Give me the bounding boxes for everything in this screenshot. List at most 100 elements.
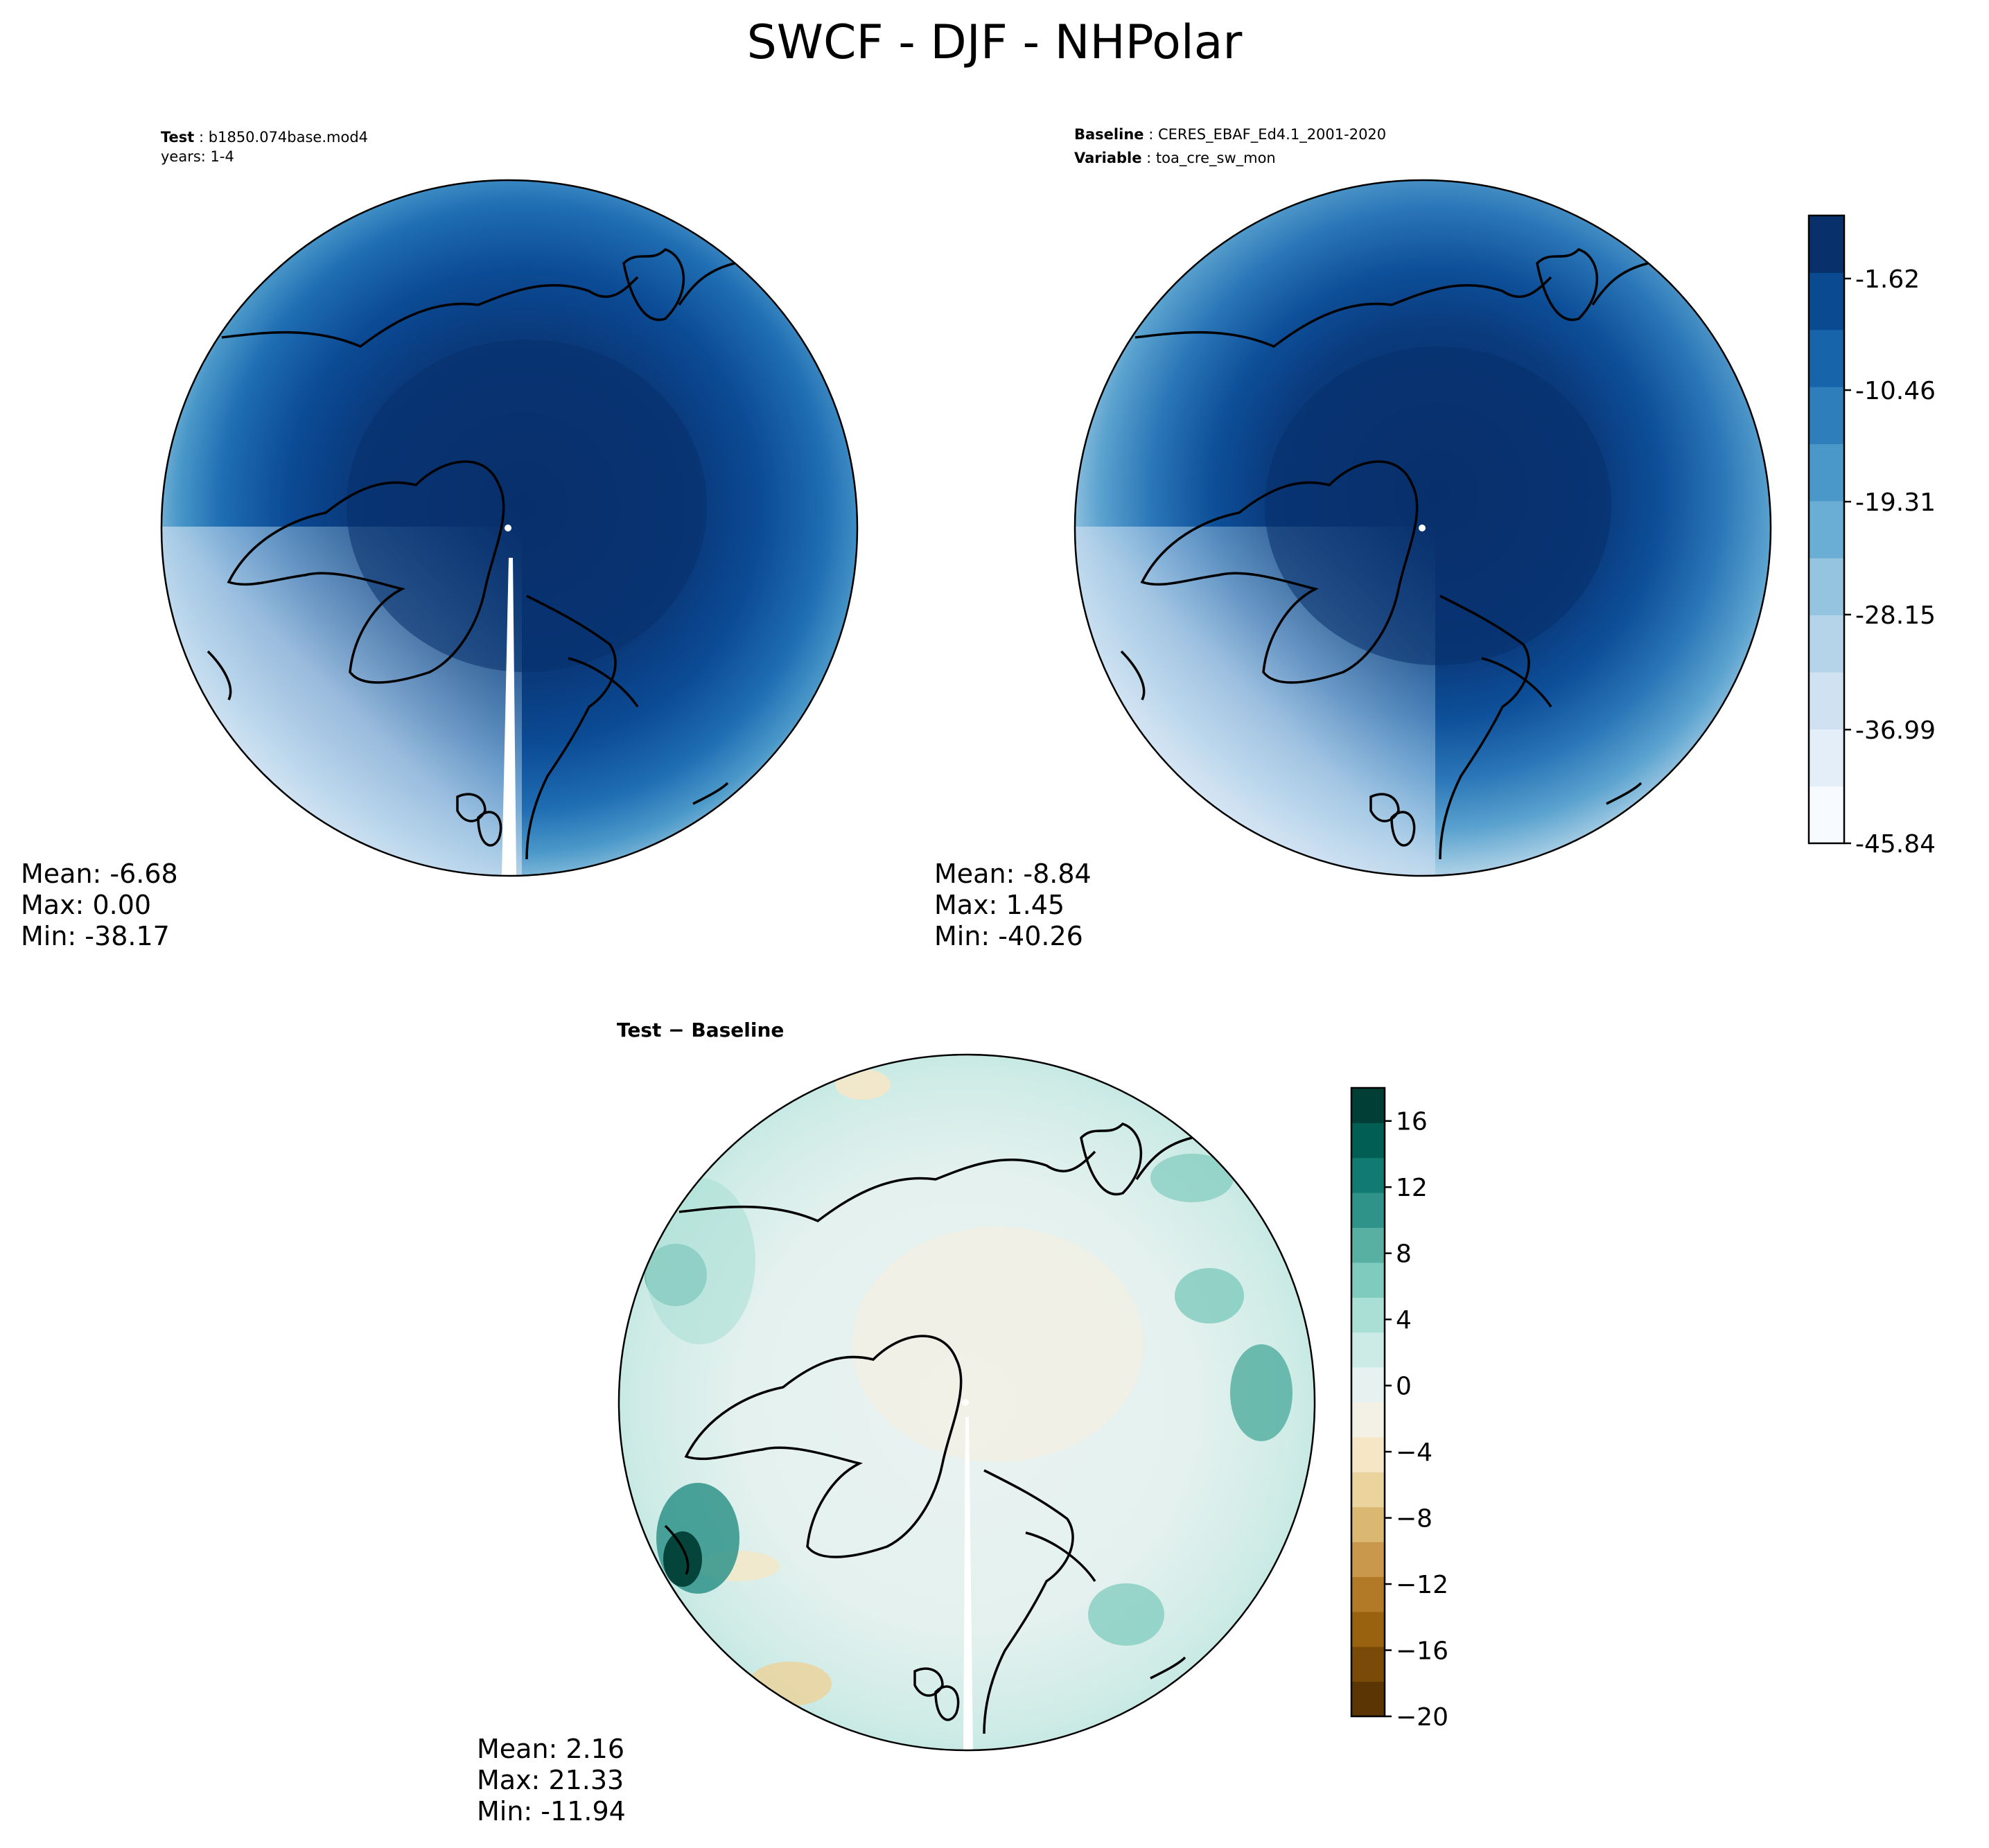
diff-colorbar-segment <box>1351 1367 1385 1402</box>
test-field-core <box>347 340 707 672</box>
main-colorbar-segment <box>1809 387 1844 444</box>
main-colorbar-tick-label: -19.31 <box>1855 489 1936 517</box>
diff-colorbar-segment <box>1351 1332 1385 1368</box>
baseline-header-sep-2: : <box>1141 150 1155 166</box>
main-colorbar-segment <box>1809 786 1844 844</box>
diff-colorbar-tick-label: 0 <box>1396 1373 1412 1401</box>
main-colorbar-tick-label: -28.15 <box>1855 601 1936 630</box>
figure-title: SWCF - DJF - NHPolar <box>747 15 1243 70</box>
test-missing-wedge <box>502 558 516 876</box>
test-panel: Test : b1850.074base.mod4 years: 1-4 <box>21 129 859 951</box>
diff-coastlines <box>664 1122 1193 1734</box>
baseline-header-variable-key: Variable <box>1074 150 1141 166</box>
diff-colorbar-ticks: 16 12 8 4 0 −4 −8 −12 −16 −20 <box>1385 1108 1448 1732</box>
main-colorbar-segment <box>1809 500 1844 558</box>
baseline-coastlines <box>1120 247 1649 860</box>
diff-stat-mean: Mean: 2.16 <box>477 1734 624 1764</box>
main-colorbar-segment <box>1809 671 1844 730</box>
diff-colorbar-segment <box>1351 1646 1385 1682</box>
diff-colorbar-segment <box>1351 1576 1385 1612</box>
main-colorbar: -1.62 -10.46 -19.31 -28.15 -36.99 -45.84 <box>1807 214 1936 859</box>
diff-colorbar-segments <box>1351 1088 1385 1717</box>
diff-colorbar-segment <box>1351 1262 1385 1298</box>
baseline-header-sep: : <box>1144 126 1158 143</box>
diff-colorbar-tick-label: 8 <box>1396 1240 1412 1269</box>
main-colorbar-segment <box>1809 443 1844 502</box>
test-map-boundary <box>160 179 859 877</box>
main-colorbar-segment <box>1809 272 1844 331</box>
main-colorbar-segment <box>1809 729 1844 787</box>
diff-field-patch-positive-3 <box>663 1531 702 1587</box>
test-stats: Mean: -6.68 Max: 0.00 Min: -38.17 <box>21 859 178 951</box>
baseline-header-line-2: Variable : toa_cre_sw_mon <box>1074 150 1276 167</box>
diff-colorbar-tick-label: −8 <box>1396 1505 1432 1533</box>
main-colorbar-ticks: -1.62 -10.46 -19.31 -28.15 -36.99 -45.84 <box>1844 265 1936 859</box>
diff-stats: Mean: 2.16 Max: 21.33 Min: -11.94 <box>477 1734 626 1827</box>
diff-pole-marker <box>962 1399 969 1406</box>
diff-colorbar-segment <box>1351 1193 1385 1229</box>
test-header-line-1: Test : b1850.074base.mod4 <box>161 129 368 146</box>
diff-colorbar-segment <box>1351 1542 1385 1577</box>
diff-colorbar-tick-label: −20 <box>1396 1703 1448 1732</box>
test-header-years: years: 1-4 <box>161 148 234 165</box>
test-map-field <box>161 180 857 876</box>
test-stat-mean: Mean: -6.68 <box>21 859 178 889</box>
baseline-stats: Mean: -8.84 Max: 1.45 Min: -40.26 <box>934 859 1092 951</box>
baseline-header-key: Baseline <box>1074 126 1144 143</box>
diff-map-field <box>619 1055 1315 1750</box>
diff-field-center-neutral <box>852 1226 1144 1462</box>
test-stat-min: Min: -38.17 <box>21 921 170 951</box>
baseline-panel: Baseline : CERES_EBAF_Ed4.1_2001-2020 Va… <box>934 126 1772 951</box>
baseline-map-field <box>1075 180 1771 876</box>
diff-field-patch-positive-8 <box>645 1178 755 1344</box>
diff-field-patch-positive-5 <box>1175 1268 1244 1323</box>
diff-colorbar-frame <box>1350 1086 1386 1718</box>
baseline-map-boundary <box>1074 179 1772 877</box>
diff-colorbar: 16 12 8 4 0 −4 −8 −12 −16 −20 <box>1350 1086 1448 1732</box>
baseline-stat-min: Min: -40.26 <box>934 921 1083 951</box>
baseline-stat-mean: Mean: -8.84 <box>934 859 1092 889</box>
test-header-sep: : <box>194 129 208 146</box>
diff-panel: Test − Baseline <box>477 1019 1316 1827</box>
diff-colorbar-tick-label: 12 <box>1396 1174 1428 1202</box>
diff-missing-wedge <box>963 1417 973 1750</box>
main-colorbar-segment <box>1809 615 1844 673</box>
baseline-header-line-1: Baseline : CERES_EBAF_Ed4.1_2001-2020 <box>1074 126 1386 143</box>
diff-colorbar-segment <box>1351 1088 1385 1123</box>
diff-colorbar-tick-label: 4 <box>1396 1306 1412 1335</box>
diff-field-patch-positive-7 <box>1088 1583 1164 1646</box>
test-stat-max: Max: 0.00 <box>21 890 151 920</box>
diff-colorbar-segment <box>1351 1123 1385 1159</box>
test-header-key: Test <box>161 129 194 146</box>
diff-map-boundary <box>617 1053 1316 1752</box>
diff-field-patch-positive-4 <box>1230 1344 1293 1441</box>
main-colorbar-frame <box>1807 214 1846 845</box>
main-colorbar-segment <box>1809 329 1844 387</box>
diff-field-patch-positive-6 <box>1150 1154 1234 1202</box>
main-colorbar-segments <box>1809 215 1844 844</box>
main-colorbar-tick-label: -1.62 <box>1855 265 1920 294</box>
baseline-header-dataset: CERES_EBAF_Ed4.1_2001-2020 <box>1158 126 1386 143</box>
diff-stat-min: Min: -11.94 <box>477 1796 626 1827</box>
diff-colorbar-segment <box>1351 1436 1385 1472</box>
diff-colorbar-segment <box>1351 1402 1385 1438</box>
diff-colorbar-tick-label: 16 <box>1396 1108 1428 1136</box>
main-colorbar-tick-label: -36.99 <box>1855 716 1936 745</box>
diff-colorbar-tick-label: −4 <box>1396 1438 1432 1467</box>
diff-colorbar-segment <box>1351 1611 1385 1647</box>
diff-field-patch-negative-1 <box>835 1069 891 1100</box>
main-colorbar-segment <box>1809 215 1844 273</box>
diff-stat-max: Max: 21.33 <box>477 1765 624 1795</box>
baseline-header-variable: toa_cre_sw_mon <box>1156 150 1276 167</box>
baseline-pole-marker <box>1419 525 1426 531</box>
baseline-field-core <box>1265 346 1611 665</box>
diff-panel-title: Test − Baseline <box>617 1019 784 1041</box>
diff-colorbar-segment <box>1351 1227 1385 1263</box>
diff-colorbar-segment <box>1351 1506 1385 1542</box>
main-colorbar-segment <box>1809 558 1844 616</box>
test-header-case: b1850.074base.mod4 <box>209 129 368 146</box>
test-coastlines <box>207 247 735 860</box>
diff-colorbar-tick-label: −16 <box>1396 1637 1448 1666</box>
main-colorbar-tick-label: -45.84 <box>1855 830 1936 859</box>
